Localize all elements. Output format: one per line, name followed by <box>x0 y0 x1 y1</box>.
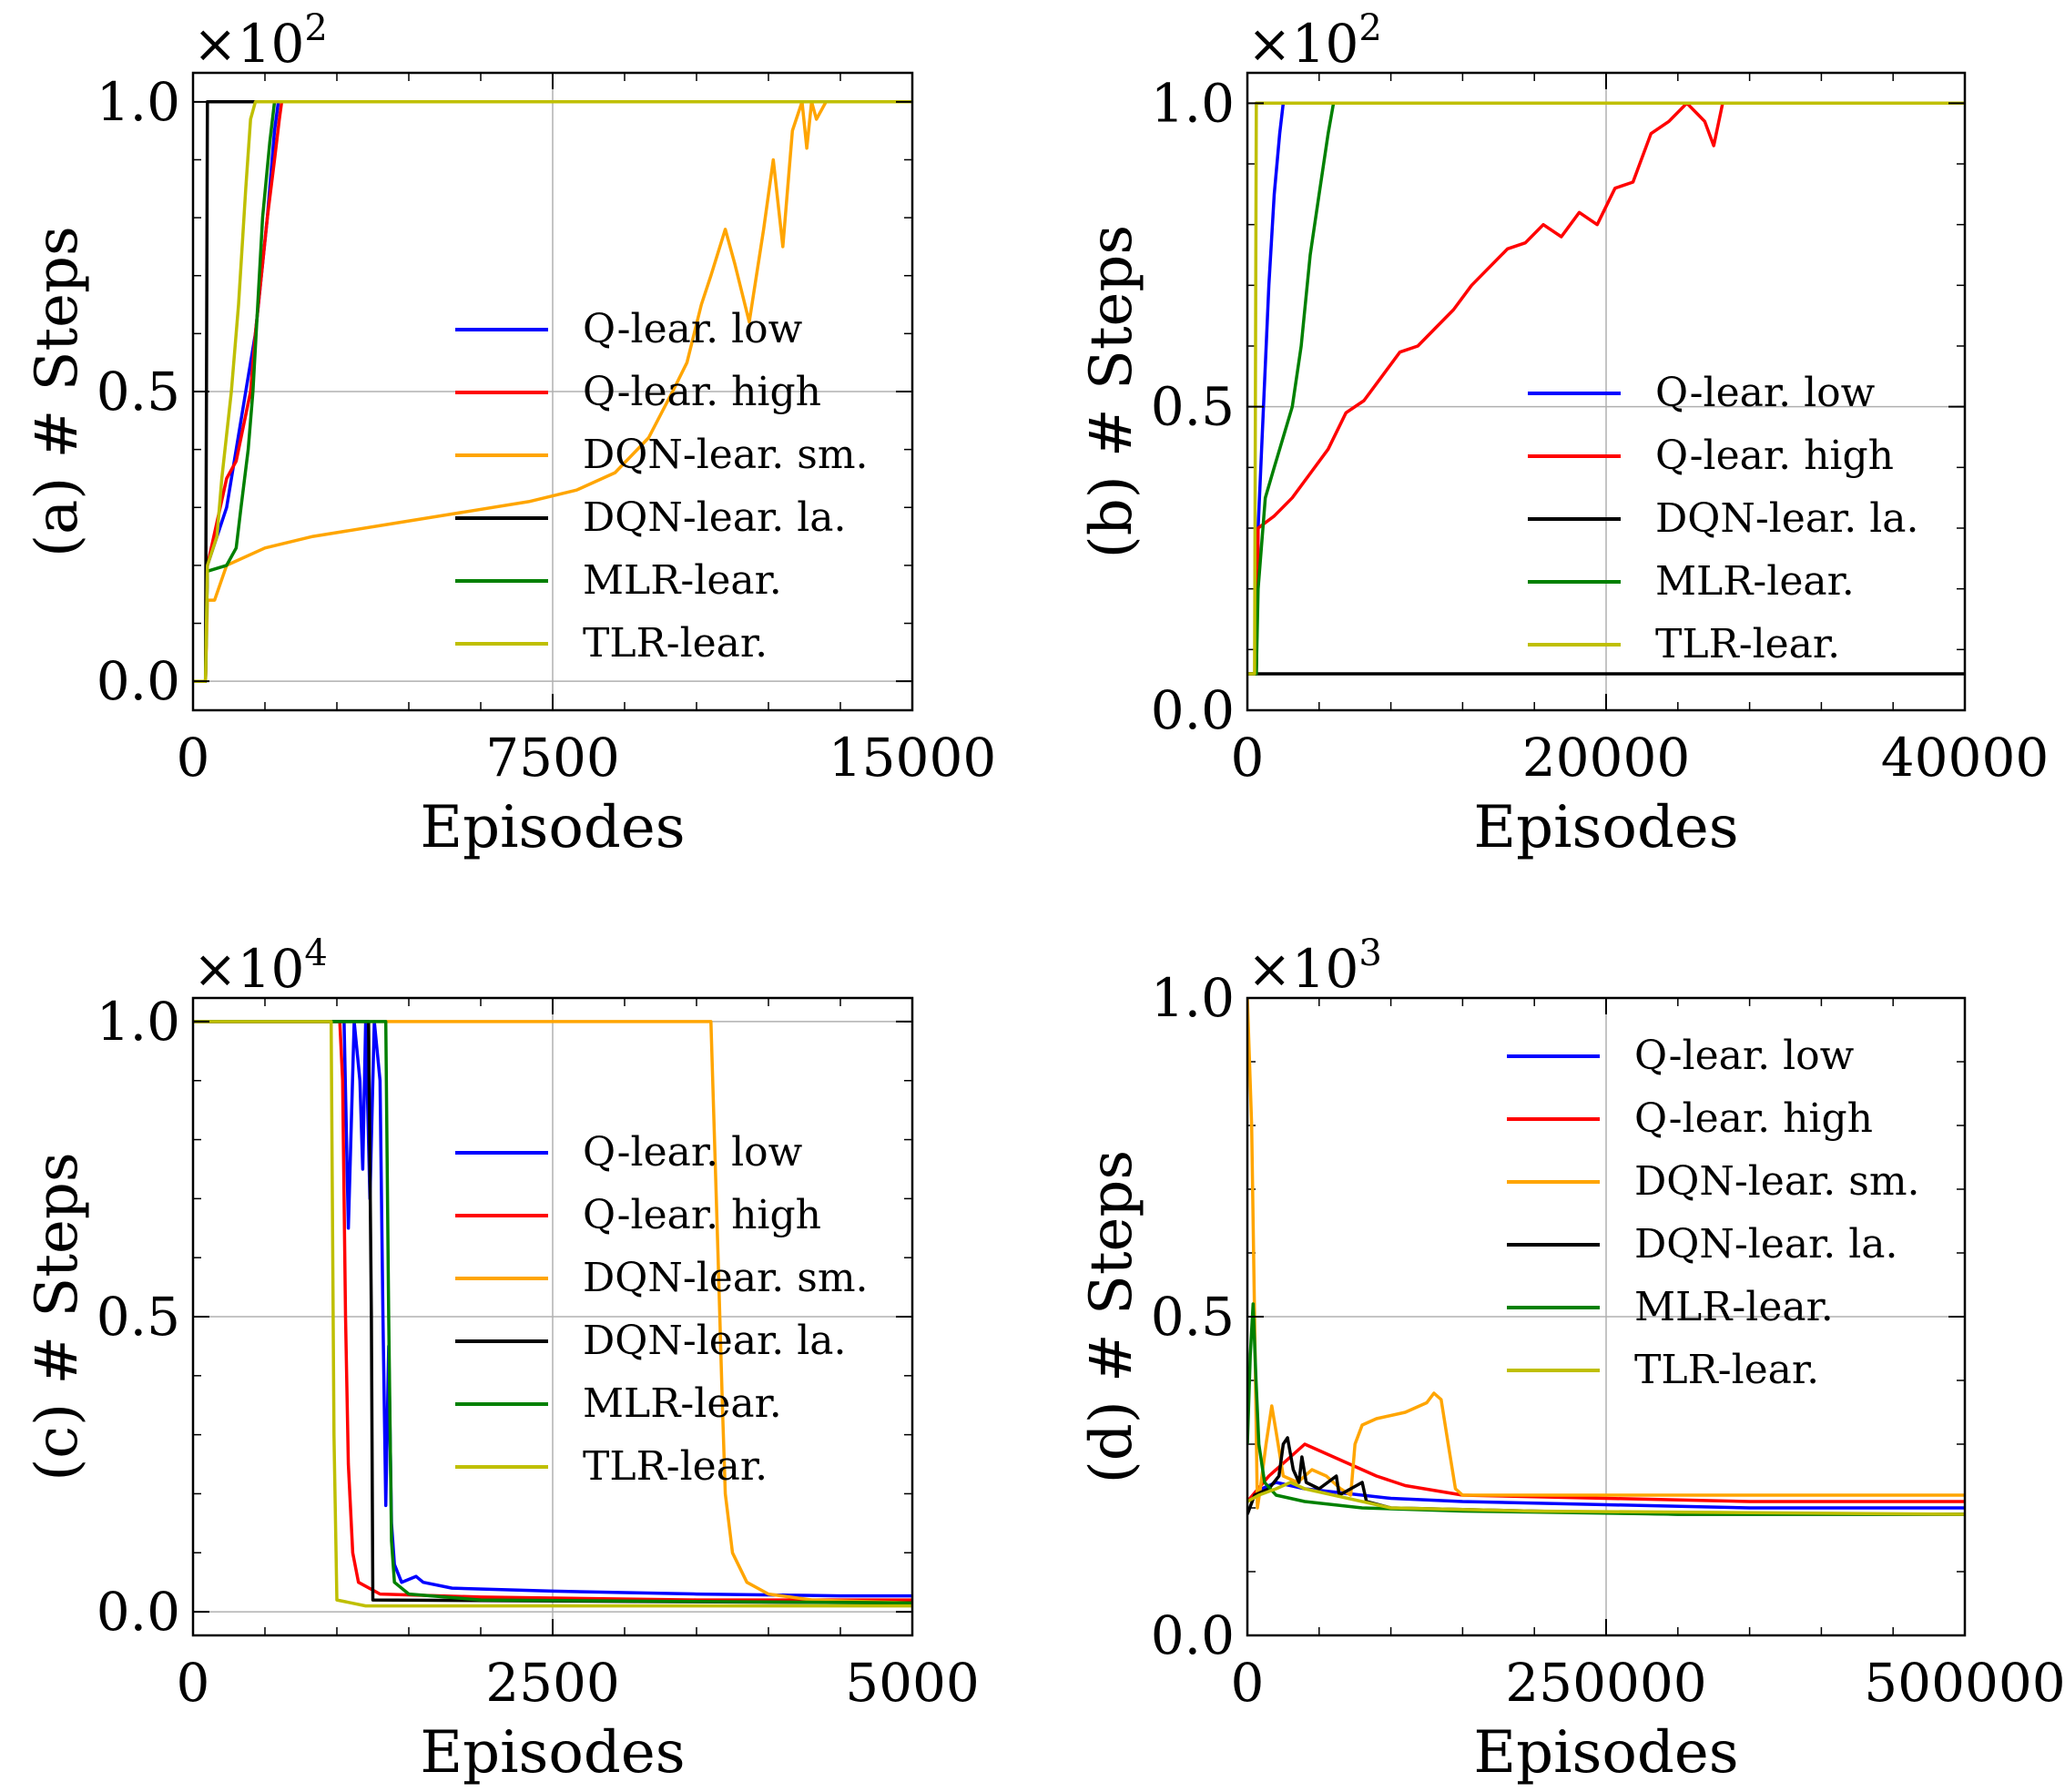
y-tick-label: 0.0 <box>97 650 180 712</box>
legend-label: TLR-lear. <box>583 620 768 667</box>
legend: Q-lear. low Q-lear. high DQN-lear. sm. DQN-… <box>455 306 869 667</box>
y-axis-label: (c) # Steps <box>24 1152 91 1481</box>
x-tick-label: 15000 <box>829 727 997 789</box>
x-tick-label: 0 <box>177 1652 210 1714</box>
y-multiplier-base: ×10 <box>193 13 304 75</box>
series-line-d-5 <box>1247 1481 1965 1516</box>
series-line-a-5 <box>193 100 912 683</box>
legend-label: MLR-lear. <box>1634 1284 1834 1330</box>
y-tick-label: 0.0 <box>1151 679 1235 741</box>
y-axis-label: (b) # Steps <box>1078 225 1145 558</box>
legend-label: Q-lear. low <box>1655 370 1876 416</box>
chart-panel-d: 0 250000 500000 0.0 0.5 1.0 ×103 Episodes (d) # … <box>1078 932 2065 1787</box>
legend-label: DQN-lear. la. <box>1634 1221 1898 1268</box>
y-multiplier-base: ×10 <box>193 938 304 1000</box>
y-multiplier-exponent: 3 <box>1358 932 1381 974</box>
legend-label: Q-lear. low <box>1634 1033 1855 1079</box>
x-tick-label: 0 <box>1231 1652 1265 1714</box>
y-multiplier-base: ×10 <box>1247 938 1358 1000</box>
series-line-c-5 <box>193 1020 912 1608</box>
y-tick-label: 1.0 <box>97 71 180 133</box>
legend: Q-lear. low Q-lear. high DQN-lear. sm. DQN-… <box>1507 1033 1920 1393</box>
series-line-c-0 <box>193 1020 912 1598</box>
x-tick-label: 0 <box>1231 727 1265 789</box>
chart-panel-a: 0 7500 15000 0.0 0.5 1.0×102 Episodes (a) # Ste… <box>24 7 996 861</box>
y-multiplier-base: ×10 <box>1247 13 1358 75</box>
legend-label: Q-lear. high <box>1655 433 1894 479</box>
legend-label: DQN-lear. sm. <box>583 1255 869 1301</box>
chart-panel-c: 0 2500 5000 0.0 0.5 1.0×104 Episodes (c) # Step… <box>24 932 980 1787</box>
x-axis-label: Episodes <box>420 1719 685 1787</box>
y-tick-label: 1.0 <box>1151 72 1235 134</box>
legend-label: DQN-lear. sm. <box>583 432 869 478</box>
legend-label: DQN-lear. la. <box>1655 495 1919 542</box>
series-line-c-1 <box>193 1020 912 1602</box>
y-multiplier-exponent: 2 <box>1358 7 1381 49</box>
legend-label: Q-lear. high <box>583 369 821 415</box>
x-tick-label: 2500 <box>485 1652 620 1714</box>
legend: Q-lear. low Q-lear. high DQN-lear. sm. DQN-… <box>455 1129 869 1490</box>
y-multiplier-label: ×104 <box>193 932 328 1000</box>
legend-label: TLR-lear. <box>1655 621 1840 667</box>
y-tick-label: 0.0 <box>97 1581 180 1643</box>
legend-label: MLR-lear. <box>583 1380 782 1427</box>
legend-label: DQN-lear. la. <box>583 494 847 541</box>
x-axis-label: Episodes <box>420 794 685 861</box>
x-tick-label: 0 <box>177 727 210 789</box>
legend-label: Q-lear. low <box>583 306 803 352</box>
legend-label: DQN-lear. sm. <box>1634 1158 1920 1205</box>
chart-panel-b: 0 20000 40000 0.0 0.5 1.0×102 Episodes (b) # St… <box>1078 7 2049 861</box>
series-line-c-4 <box>193 1020 912 1605</box>
x-tick-label: 40000 <box>1881 727 2050 789</box>
series-line-c-2 <box>193 1020 912 1605</box>
series-line-b-3 <box>1247 101 1965 676</box>
legend-label: TLR-lear. <box>583 1443 768 1490</box>
legend-label: MLR-lear. <box>1655 558 1855 605</box>
y-axis-label: (a) # Steps <box>24 226 91 557</box>
series-line-d-1 <box>1247 1442 1965 1503</box>
y-tick-label: 0.5 <box>97 1286 180 1348</box>
legend-label: DQN-lear. la. <box>583 1318 847 1364</box>
legend-label: TLR-lear. <box>1634 1347 1819 1393</box>
y-tick-label: 0.5 <box>1151 1286 1235 1348</box>
series-line-b-1 <box>1247 101 1732 676</box>
y-multiplier-exponent: 4 <box>304 932 327 974</box>
legend-label: Q-lear. low <box>583 1129 803 1176</box>
y-multiplier-label: ×103 <box>1247 932 1382 1000</box>
series-line-a-2 <box>193 100 828 683</box>
legend: Q-lear. low Q-lear. high DQN-lear. la. MLR-… <box>1528 370 1919 667</box>
y-tick-label: 0.5 <box>1151 376 1235 438</box>
y-multiplier-exponent: 2 <box>304 7 327 49</box>
x-axis-label: Episodes <box>1473 1719 1738 1787</box>
x-tick-label: 250000 <box>1505 1652 1706 1714</box>
y-multiplier-label: ×102 <box>193 7 328 75</box>
y-tick-label: 1.0 <box>97 991 180 1053</box>
x-tick-label: 5000 <box>845 1652 980 1714</box>
y-tick-label: 1.0 <box>1151 967 1235 1029</box>
y-tick-label: 0.0 <box>1151 1604 1235 1666</box>
y-tick-label: 0.5 <box>97 361 180 423</box>
x-tick-label: 7500 <box>485 727 620 789</box>
x-tick-label: 500000 <box>1864 1652 2065 1714</box>
legend-label: Q-lear. high <box>1634 1095 1873 1142</box>
y-axis-label: (d) # Steps <box>1078 1150 1145 1483</box>
x-tick-label: 20000 <box>1522 727 1691 789</box>
series-line-b-4 <box>1247 101 1965 676</box>
x-axis-label: Episodes <box>1473 794 1738 861</box>
y-multiplier-label: ×102 <box>1247 7 1382 75</box>
legend-label: Q-lear. high <box>583 1192 821 1238</box>
legend-label: MLR-lear. <box>583 557 782 604</box>
